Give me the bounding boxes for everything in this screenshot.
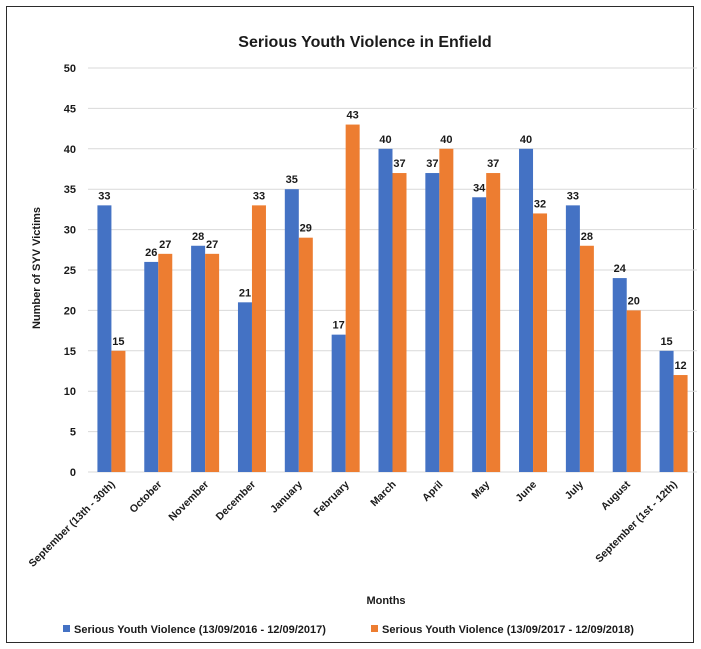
bar <box>392 173 407 473</box>
legend-entry: Serious Youth Violence (13/09/2017 - 12/… <box>382 624 634 636</box>
y-tick-label: 0 <box>70 467 76 479</box>
bar <box>519 148 534 473</box>
data-label: 40 <box>440 134 452 146</box>
data-label: 15 <box>112 336 124 348</box>
x-category-label: August <box>599 478 633 512</box>
bar <box>533 213 548 472</box>
y-tick-label: 25 <box>64 265 76 277</box>
bar <box>205 253 220 472</box>
data-label: 27 <box>206 239 218 251</box>
y-tick-label: 50 <box>64 63 76 75</box>
bar <box>439 148 454 473</box>
data-label: 29 <box>300 223 312 235</box>
data-label: 32 <box>534 198 546 210</box>
bar <box>425 173 440 473</box>
y-axis-label: Number of SYV Victims <box>31 207 43 329</box>
bar <box>111 350 126 472</box>
bar <box>298 237 313 472</box>
y-tick-label: 5 <box>70 427 76 439</box>
data-label: 37 <box>487 158 499 170</box>
data-label: 26 <box>145 247 157 259</box>
data-label: 17 <box>333 320 345 332</box>
x-category-label: September (13th - 30th) <box>27 479 118 570</box>
bar <box>378 148 393 473</box>
data-label: 37 <box>393 158 405 170</box>
legend-swatch <box>63 625 70 632</box>
bar <box>345 124 360 472</box>
x-category-label: October <box>127 479 164 516</box>
x-category-label: July <box>563 479 586 502</box>
y-tick-label: 35 <box>64 184 76 196</box>
bar <box>331 334 346 472</box>
bar <box>237 302 252 472</box>
data-label: 28 <box>581 231 593 243</box>
bar <box>486 173 501 473</box>
bar <box>472 197 487 472</box>
bar <box>191 245 206 472</box>
data-label: 37 <box>426 158 438 170</box>
bar <box>565 205 580 473</box>
data-label: 12 <box>674 360 686 372</box>
x-category-label: May <box>469 479 492 502</box>
x-category-label: April <box>420 479 445 504</box>
data-label: 33 <box>253 190 265 202</box>
y-axis-ticks: 0 5 10 15 20 25 30 35 40 45 50 <box>64 63 76 479</box>
data-label: 15 <box>660 336 672 348</box>
x-category-label: September (1st - 12th) <box>593 479 679 565</box>
bar <box>251 205 266 473</box>
data-label: 35 <box>286 174 298 186</box>
bar <box>659 350 674 472</box>
y-tick-label: 15 <box>64 346 76 358</box>
y-tick-label: 45 <box>64 103 76 115</box>
x-category-label: February <box>312 479 352 519</box>
x-category-label: November <box>166 479 211 524</box>
data-label: 28 <box>192 231 204 243</box>
y-tick-label: 10 <box>64 386 76 398</box>
bar <box>284 189 299 472</box>
legend-swatch <box>371 625 378 632</box>
bar <box>612 278 627 472</box>
bar <box>626 310 641 472</box>
chart-title: Serious Youth Violence in Enfield <box>238 34 491 51</box>
data-label: 21 <box>239 287 251 299</box>
y-tick-label: 20 <box>64 305 76 317</box>
legend-entry: Serious Youth Violence (13/09/2016 - 12/… <box>74 624 326 636</box>
bar <box>158 253 173 472</box>
data-label: 27 <box>159 239 171 251</box>
data-label: 34 <box>473 182 486 194</box>
bar <box>579 245 594 472</box>
data-label: 40 <box>379 134 391 146</box>
y-tick-label: 40 <box>64 144 76 156</box>
data-label: 20 <box>628 295 640 307</box>
legend: Serious Youth Violence (13/09/2016 - 12/… <box>63 624 634 636</box>
data-label: 43 <box>347 110 359 122</box>
y-tick-label: 30 <box>64 225 76 237</box>
bar <box>673 375 688 472</box>
data-label: 33 <box>98 190 110 202</box>
bars <box>97 124 688 473</box>
x-axis-label: Months <box>366 595 405 607</box>
x-category-label: December <box>214 479 258 523</box>
x-axis-categories: September (13th - 30th) October November De… <box>27 478 680 569</box>
x-category-label: January <box>268 479 305 516</box>
bar <box>97 205 112 473</box>
x-category-label: June <box>513 479 539 505</box>
data-label: 33 <box>567 190 579 202</box>
data-label: 40 <box>520 134 532 146</box>
data-label: 24 <box>614 263 627 275</box>
bar <box>144 261 159 472</box>
x-category-label: March <box>368 479 398 509</box>
